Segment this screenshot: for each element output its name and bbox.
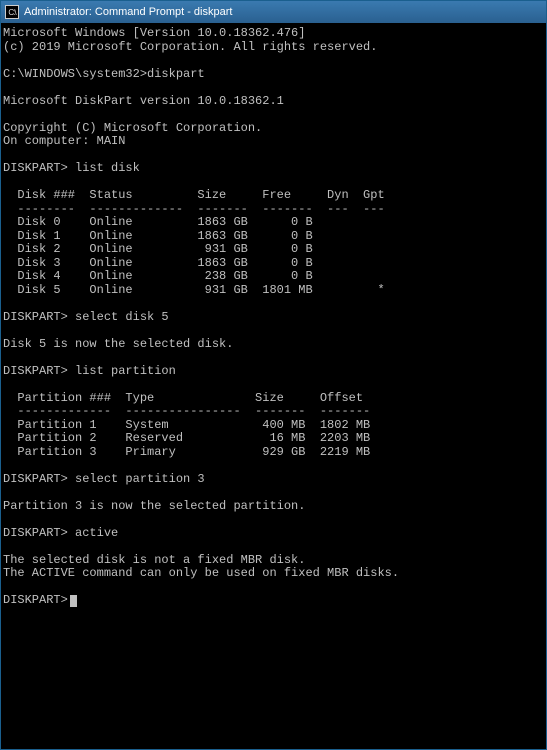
blank — [3, 149, 544, 163]
diskpart-copyright: Copyright (C) Microsoft Corporation. — [3, 122, 544, 136]
blank — [3, 176, 544, 190]
cursor — [70, 595, 77, 607]
disk-row: Disk 5 Online 931 GB 1801 MB * — [3, 284, 544, 298]
command-prompt-window: C:\ Administrator: Command Prompt - disk… — [0, 0, 547, 750]
disk-header: Disk ### Status Size Free Dyn Gpt — [3, 189, 544, 203]
disk-row: Disk 4 Online 238 GB 0 B — [3, 270, 544, 284]
part-header: Partition ### Type Size Offset — [3, 392, 544, 406]
disk-row: Disk 2 Online 931 GB 0 B — [3, 243, 544, 257]
copyright-line: (c) 2019 Microsoft Corporation. All righ… — [3, 41, 544, 55]
version-line: Microsoft Windows [Version 10.0.18362.47… — [3, 27, 544, 41]
disk-row: Disk 0 Online 1863 GB 0 B — [3, 216, 544, 230]
diskpart-version: Microsoft DiskPart version 10.0.18362.1 — [3, 95, 544, 109]
blank — [3, 81, 544, 95]
part-div: ------------- ---------------- ------- -… — [3, 405, 544, 419]
disk-row: Disk 1 Online 1863 GB 0 B — [3, 230, 544, 244]
titlebar[interactable]: C:\ Administrator: Command Prompt - disk… — [1, 1, 546, 23]
select-partition-result: Partition 3 is now the selected partitio… — [3, 500, 544, 514]
window-title: Administrator: Command Prompt - diskpart — [24, 6, 232, 18]
blank — [3, 351, 544, 365]
blank — [3, 108, 544, 122]
disk-row: Disk 3 Online 1863 GB 0 B — [3, 257, 544, 271]
active-error2: The ACTIVE command can only be used on f… — [3, 567, 544, 581]
terminal-area[interactable]: Microsoft Windows [Version 10.0.18362.47… — [1, 23, 546, 749]
blank — [3, 540, 544, 554]
cmd-active: DISKPART> active — [3, 527, 544, 541]
blank — [3, 486, 544, 500]
part-row: Partition 1 System 400 MB 1802 MB — [3, 419, 544, 433]
blank — [3, 297, 544, 311]
blank — [3, 324, 544, 338]
blank — [3, 378, 544, 392]
blank — [3, 513, 544, 527]
blank — [3, 459, 544, 473]
blank — [3, 581, 544, 595]
cmd-icon: C:\ — [5, 5, 19, 19]
cmd-select-disk: DISKPART> select disk 5 — [3, 311, 544, 325]
select-disk-result: Disk 5 is now the selected disk. — [3, 338, 544, 352]
part-row: Partition 3 Primary 929 GB 2219 MB — [3, 446, 544, 460]
cmd-diskpart: C:\WINDOWS\system32>diskpart — [3, 68, 544, 82]
blank — [3, 54, 544, 68]
part-row: Partition 2 Reserved 16 MB 2203 MB — [3, 432, 544, 446]
on-computer: On computer: MAIN — [3, 135, 544, 149]
active-error1: The selected disk is not a fixed MBR dis… — [3, 554, 544, 568]
cmd-list-partition: DISKPART> list partition — [3, 365, 544, 379]
cmd-list-disk: DISKPART> list disk — [3, 162, 544, 176]
cmd-select-partition: DISKPART> select partition 3 — [3, 473, 544, 487]
prompt-waiting: DISKPART> — [3, 594, 544, 608]
disk-div: -------- ------------- ------- ------- -… — [3, 203, 544, 217]
